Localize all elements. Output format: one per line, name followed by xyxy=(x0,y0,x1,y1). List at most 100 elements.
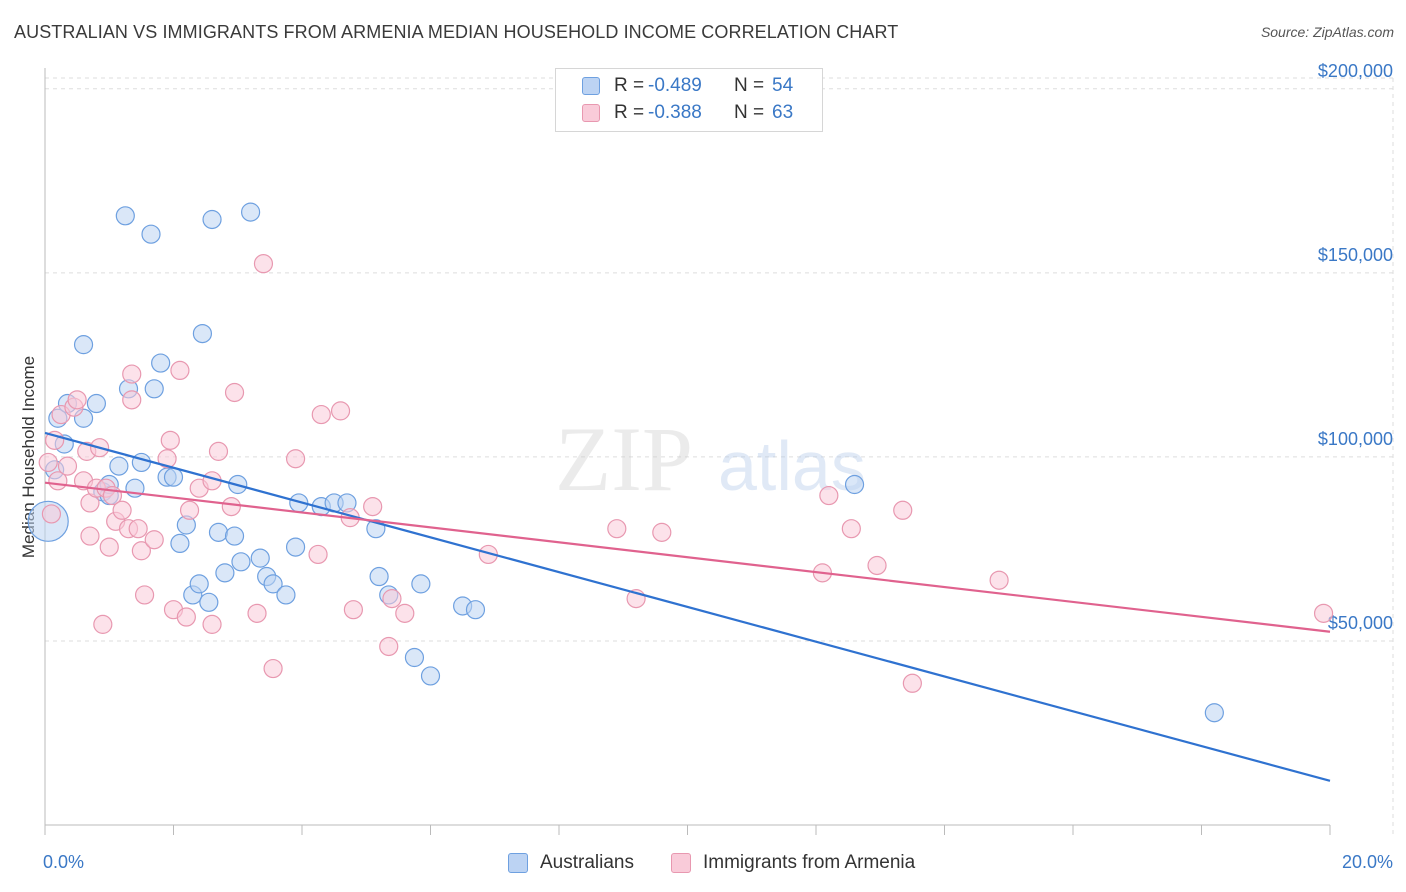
legend-row-armenia: R = -0.388 N = 63 xyxy=(582,100,793,126)
australians-point-28 xyxy=(208,522,229,542)
australians-point-52 xyxy=(1204,703,1224,723)
x-tick-label-1: 20.0% xyxy=(1342,852,1393,872)
armenia-point-35 xyxy=(202,614,222,634)
australians-point-25 xyxy=(192,323,213,344)
armenia-point-32 xyxy=(179,500,200,520)
armenia-point-50 xyxy=(382,589,402,609)
legend-r-value: -0.489 xyxy=(648,75,702,96)
legend-swatch-australians xyxy=(582,77,600,95)
australians-trend-line xyxy=(44,431,1331,782)
armenia-point-63 xyxy=(1313,603,1334,623)
australians-point-20 xyxy=(163,467,184,487)
armenia-point-27 xyxy=(157,449,177,469)
trend-lines xyxy=(44,431,1331,782)
armenia-point-55 xyxy=(652,522,672,542)
legend-row-australians: R = -0.489 N = 54 xyxy=(582,73,793,99)
watermark-atlas: atlas xyxy=(718,427,866,505)
armenia-point-39 xyxy=(247,603,267,623)
series-armenia-points xyxy=(38,254,1334,693)
correlation-legend: R = -0.489 N = 54 R = -0.388 N = 63 xyxy=(555,68,823,132)
australians-point-50 xyxy=(465,600,486,620)
legend-r-label: R = xyxy=(614,75,645,96)
armenia-point-51 xyxy=(395,603,415,623)
armenia-point-11 xyxy=(80,526,100,546)
armenia-point-42 xyxy=(285,449,306,469)
legend-n-value: 63 xyxy=(772,102,794,123)
watermark: ZIP atlas xyxy=(555,408,866,510)
australians-point-37 xyxy=(276,585,296,605)
armenia-point-1 xyxy=(41,504,62,524)
armenia-point-26 xyxy=(144,530,164,550)
armenia-point-40 xyxy=(253,254,274,274)
armenia-point-28 xyxy=(160,430,180,450)
x-tick-labels: 0.0% 20.0% xyxy=(43,852,1393,872)
armenia-trend-line xyxy=(44,481,1331,633)
armenia-point-19 xyxy=(112,500,132,520)
armenia-point-47 xyxy=(343,600,363,620)
armenia-point-49 xyxy=(379,636,399,657)
australians-point-34 xyxy=(250,548,270,568)
armenia-point-38 xyxy=(224,382,245,403)
australians-point-17 xyxy=(144,379,164,399)
armenia-point-16 xyxy=(99,537,119,557)
axes xyxy=(44,68,1394,835)
legend-n-label: N = xyxy=(734,75,765,96)
y-tick-labels: $50,000 $100,000 $150,000 $200,000 xyxy=(1318,61,1393,633)
armenia-point-41 xyxy=(263,658,283,679)
legend-n-label: N = xyxy=(734,102,765,123)
australians-point-16 xyxy=(141,224,161,244)
australians-point-51 xyxy=(844,474,865,495)
armenia-point-37 xyxy=(221,496,241,517)
x-tick-label-0: 0.0% xyxy=(43,852,84,872)
armenia-point-21 xyxy=(122,364,142,384)
australians-point-21 xyxy=(170,533,190,554)
legend-item-australians[interactable]: Australians xyxy=(508,852,634,874)
armenia-point-59 xyxy=(867,555,887,576)
australians-point-33 xyxy=(241,202,261,222)
legend-swatch-armenia xyxy=(671,853,691,873)
armenia-point-43 xyxy=(308,544,328,565)
australians-point-5 xyxy=(73,335,94,355)
legend-label-armenia: Immigrants from Armenia xyxy=(703,852,916,873)
australians-point-48 xyxy=(420,666,441,686)
armenia-point-0 xyxy=(38,452,58,473)
series-legend: Australians Immigrants from Armenia xyxy=(0,852,1406,878)
australians-point-44 xyxy=(369,566,389,587)
australians-point-46 xyxy=(404,647,425,668)
armenia-point-22 xyxy=(122,390,142,410)
legend-item-armenia[interactable]: Immigrants from Armenia xyxy=(671,852,915,874)
y-tick-label-3: $200,000 xyxy=(1318,61,1393,81)
series-australians-points xyxy=(27,202,1224,723)
legend-swatch-armenia xyxy=(582,104,600,122)
armenia-point-30 xyxy=(170,360,190,381)
australians-point-27 xyxy=(202,209,222,230)
legend-label-australians: Australians xyxy=(540,852,634,873)
y-tick-label-1: $100,000 xyxy=(1318,429,1393,449)
legend-r-label: R = xyxy=(614,102,645,123)
australians-point-29 xyxy=(215,563,235,583)
armenia-point-5 xyxy=(57,456,78,476)
australians-point-47 xyxy=(411,574,431,594)
armenia-point-23 xyxy=(128,519,148,539)
australians-point-7 xyxy=(86,393,107,414)
armenia-point-25 xyxy=(134,585,155,605)
armenia-point-24 xyxy=(131,541,151,561)
armenia-point-57 xyxy=(819,485,839,506)
legend-n-value: 54 xyxy=(772,75,794,96)
armenia-point-44 xyxy=(311,404,331,425)
chart-source: Source: ZipAtlas.com xyxy=(1260,24,1394,40)
australians-point-32 xyxy=(231,552,251,572)
y-tick-label-2: $150,000 xyxy=(1318,245,1393,265)
armenia-point-45 xyxy=(330,401,351,421)
australians-point-38 xyxy=(285,537,306,557)
australians-point-12 xyxy=(115,206,135,226)
legend-r-value: -0.388 xyxy=(648,102,702,123)
australians-point-30 xyxy=(224,526,245,546)
chart-title: AUSTRALIAN VS IMMIGRANTS FROM ARMENIA ME… xyxy=(14,22,899,42)
australians-point-36 xyxy=(263,574,283,594)
armenia-point-31 xyxy=(176,607,196,627)
armenia-point-60 xyxy=(893,500,913,520)
armenia-point-48 xyxy=(363,496,383,517)
armenia-point-36 xyxy=(208,441,229,461)
armenia-point-58 xyxy=(841,519,861,539)
